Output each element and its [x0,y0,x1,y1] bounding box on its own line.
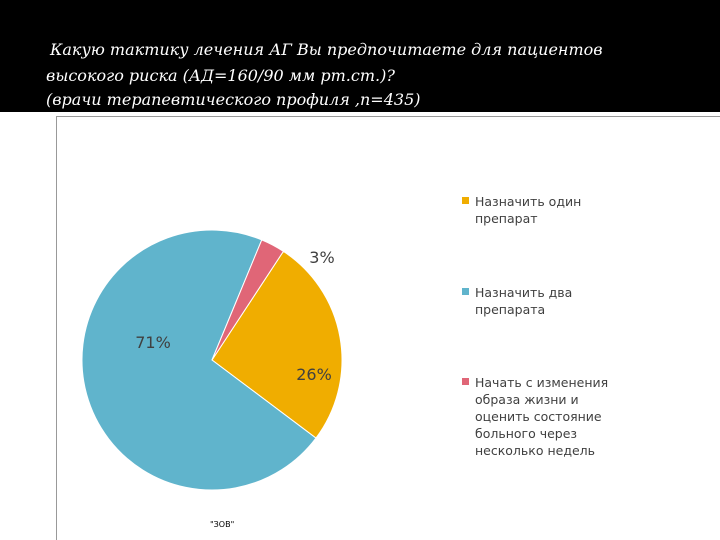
slide-title-line-1: Какую тактику лечения АГ Вы предпочитает… [50,40,603,59]
slide-title-line-3: (врачи терапевтического профиля ,n=435) [46,90,421,109]
slice-one-drug [211,250,343,439]
slice-two-drugs [81,229,317,491]
horizontal-rule [56,116,720,117]
legend-label-one-drug: Назначить один препарат [475,194,582,226]
legend-swatch-two-drugs [462,288,469,295]
footer-note: "ЗОВ" [210,520,235,529]
data-label-one-drug: 26% [296,365,332,384]
data-label-lifestyle: 3% [309,248,334,267]
legend-label-lifestyle: Начать с изменения образа жизни и оценит… [475,375,609,458]
legend-label-two-drugs: Назначить два препарата [475,285,573,317]
vertical-rule [56,116,57,540]
slide-title-line-2: высокого риска (АД=160/90 мм рт.ст.)? [46,66,395,85]
title-bar: Какую тактику лечения АГ Вы предпочитает… [0,0,720,112]
legend-swatch-one-drug [462,197,469,204]
legend-swatch-lifestyle [462,378,469,385]
data-label-two-drugs: 71% [135,333,171,352]
slice-lifestyle [211,239,285,361]
